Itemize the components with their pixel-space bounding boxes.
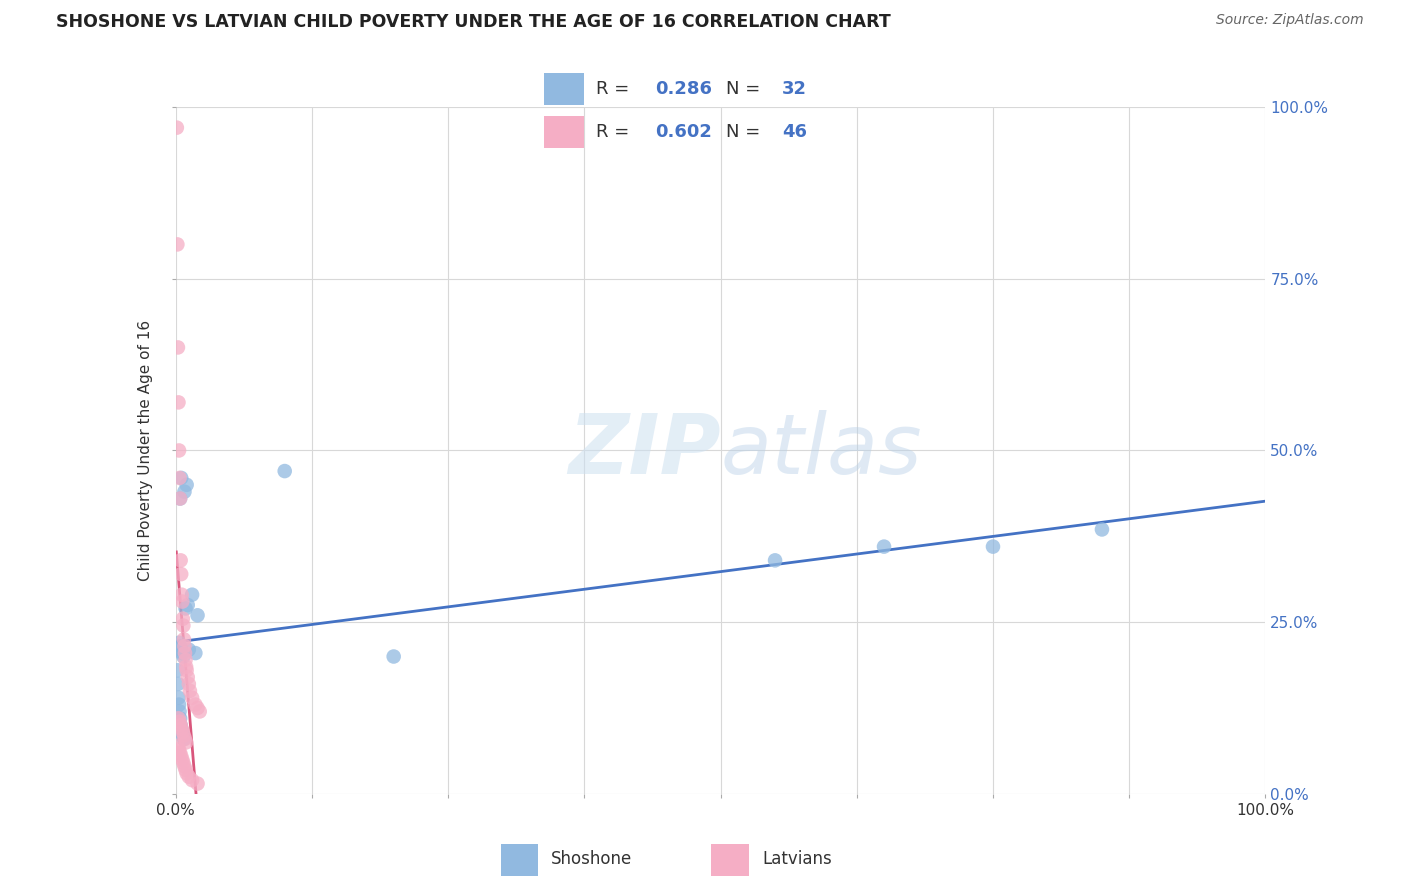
Point <box>169 718 191 732</box>
Point <box>174 601 197 615</box>
Point <box>186 776 209 790</box>
Point <box>172 753 194 767</box>
Point <box>169 491 191 506</box>
FancyBboxPatch shape <box>711 844 749 876</box>
Text: atlas: atlas <box>721 410 922 491</box>
Text: Latvians: Latvians <box>762 849 832 868</box>
Point <box>167 340 190 354</box>
Point <box>167 690 190 705</box>
Point <box>166 237 188 252</box>
Point <box>170 725 193 739</box>
Point <box>981 540 1004 554</box>
Point <box>174 660 197 674</box>
Text: R =: R = <box>596 123 636 141</box>
Point <box>382 649 405 664</box>
Point <box>167 711 190 725</box>
FancyBboxPatch shape <box>544 73 583 104</box>
Point <box>174 731 197 746</box>
Point <box>173 632 195 647</box>
Point <box>169 711 191 725</box>
Point <box>169 718 191 732</box>
Point <box>184 698 207 712</box>
Text: N =: N = <box>725 123 766 141</box>
Point <box>176 766 198 780</box>
Point <box>186 701 209 715</box>
Text: 32: 32 <box>782 80 807 98</box>
Point <box>169 714 191 729</box>
Point <box>173 729 195 743</box>
Point <box>173 484 195 499</box>
Point <box>174 646 197 660</box>
Point <box>763 553 786 567</box>
Point <box>188 705 211 719</box>
Point <box>167 395 190 409</box>
Text: 46: 46 <box>782 123 807 141</box>
Point <box>173 731 195 746</box>
Point <box>181 690 204 705</box>
Point <box>177 642 200 657</box>
Point <box>181 588 204 602</box>
Point <box>170 642 193 657</box>
Point <box>274 464 297 478</box>
Point <box>170 722 193 736</box>
Point <box>169 553 191 567</box>
Point <box>169 705 191 719</box>
Point <box>172 649 194 664</box>
Point <box>179 683 201 698</box>
Point <box>176 663 198 677</box>
Point <box>186 608 209 623</box>
Point <box>172 729 194 743</box>
Point <box>176 478 198 492</box>
Point <box>172 725 194 739</box>
Point <box>1091 523 1114 537</box>
Point <box>174 653 197 667</box>
Point <box>170 749 193 764</box>
Point <box>173 759 195 773</box>
Point <box>170 471 193 485</box>
Point <box>166 120 188 135</box>
Point <box>177 770 200 784</box>
Point <box>167 739 190 753</box>
FancyBboxPatch shape <box>501 844 538 876</box>
Point <box>169 746 191 760</box>
Point <box>172 756 194 770</box>
Y-axis label: Child Poverty Under the Age of 16: Child Poverty Under the Age of 16 <box>138 320 153 581</box>
Text: N =: N = <box>725 80 766 98</box>
Point <box>177 677 200 691</box>
Point <box>169 471 191 485</box>
Point <box>172 618 194 632</box>
Text: 0.286: 0.286 <box>655 80 711 98</box>
Point <box>181 773 204 788</box>
Point <box>173 639 195 653</box>
Point <box>170 588 193 602</box>
Text: 0.602: 0.602 <box>655 123 711 141</box>
Text: Shoshone: Shoshone <box>551 849 633 868</box>
Point <box>167 677 190 691</box>
Point <box>167 742 190 756</box>
Point <box>172 594 194 608</box>
Point <box>166 663 188 677</box>
Point <box>169 639 191 653</box>
Point <box>184 646 207 660</box>
Point <box>172 612 194 626</box>
Text: ZIP: ZIP <box>568 410 721 491</box>
Point <box>172 646 194 660</box>
Text: R =: R = <box>596 80 636 98</box>
Point <box>177 670 200 684</box>
Point <box>167 636 190 650</box>
Point <box>167 698 190 712</box>
FancyBboxPatch shape <box>544 117 583 148</box>
Point <box>873 540 896 554</box>
Point <box>170 567 193 582</box>
Point <box>167 443 190 458</box>
Text: SHOSHONE VS LATVIAN CHILD POVERTY UNDER THE AGE OF 16 CORRELATION CHART: SHOSHONE VS LATVIAN CHILD POVERTY UNDER … <box>56 13 891 31</box>
Point <box>174 735 197 749</box>
Point <box>169 491 191 506</box>
Point <box>174 763 197 777</box>
Text: Source: ZipAtlas.com: Source: ZipAtlas.com <box>1216 13 1364 28</box>
Point <box>170 722 193 736</box>
Point <box>177 598 200 612</box>
